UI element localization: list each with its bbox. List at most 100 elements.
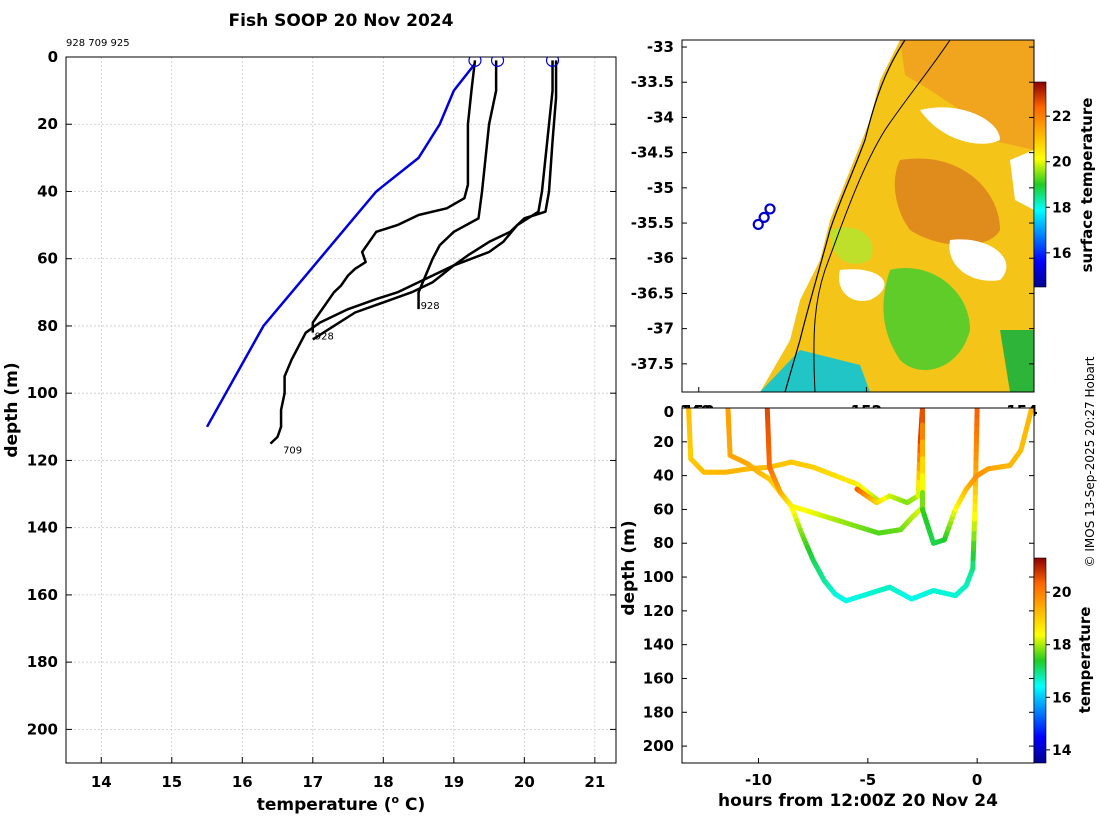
depth-time-plot: 20 40 60 80 100 120 140 160 180 200 0 -10 -5 0 hours … [619, 403, 1094, 811]
cloud-gap-edge [1010, 150, 1034, 210]
surface-marker [545, 57, 560, 67]
surface-marker [490, 57, 505, 67]
xbt-station-marker [764, 203, 776, 215]
x-tick-label: 20 [514, 773, 535, 791]
map-y-tick-label: -33 [647, 38, 674, 56]
climatology-line [205, 62, 476, 428]
dt-y-tick-label: 120 [643, 602, 674, 620]
profile-line-928-b [417, 60, 498, 310]
sst-front-band [830, 227, 873, 264]
cloud-gap-north [920, 107, 1000, 144]
y-tick-label: 100 [27, 384, 58, 402]
profile-series [205, 57, 560, 445]
profile-line-925 [312, 60, 558, 341]
map-y-tick-label: -37 [647, 320, 674, 338]
depth-time-y-label: depth (m) [619, 520, 639, 615]
y-tick-label: 80 [37, 317, 58, 335]
map-colorbar-tick-label: 18 [1052, 200, 1071, 216]
depth-time-colorbar-label: temperature [1076, 607, 1094, 714]
y-tick-label: 200 [27, 720, 58, 738]
y-tick-label: 180 [27, 653, 58, 671]
profile-ids-label: 928 709 925 [66, 38, 130, 49]
surface-marker [468, 57, 482, 67]
x-axis-label: temperature (o C) [257, 793, 426, 815]
profile-plot: 14 15 16 17 18 19 20 21 0 20 40 60 80 100 120 140 160 180… [2, 48, 617, 815]
map-y-tick-label: -34 [647, 108, 674, 126]
xbt-station-marker [752, 218, 764, 231]
profile-tick-labels: 14 15 16 17 18 19 20 21 0 20 40 60 80 100 120 140 160 180… [27, 48, 616, 791]
dt-y-tick-label: 160 [643, 669, 674, 687]
dt-x-tick-label: 0 [972, 771, 982, 789]
dt-colorbar-tick-label: 16 [1052, 690, 1071, 706]
copyright-note: © IMOS 13-Sep-2025 20:27 Hobart [1083, 356, 1097, 567]
dt-trace-segment [1027, 408, 1034, 418]
map-y-tick-label: -33.5 [631, 73, 674, 91]
depth-time-background [682, 408, 1034, 763]
map-y-tick-label: -37.5 [631, 355, 674, 373]
sst-hot-region-north [900, 40, 1034, 150]
y-tick-label: 20 [37, 115, 58, 133]
dt-y-tick-label: 100 [643, 568, 674, 586]
coastline [784, 40, 906, 392]
y-tick-label: 120 [27, 451, 58, 469]
dt-trace-drop-c [764, 408, 980, 604]
profile-annotation: 709 [283, 446, 302, 457]
cloud-gap-mid [839, 269, 885, 301]
x-tick-label: 17 [302, 773, 323, 791]
map-colorbar-tick-label: 16 [1052, 246, 1071, 262]
x-axis-label-text: temperature ( [257, 795, 392, 815]
y-axis-label: depth (m) [2, 362, 22, 457]
map-tick-labels: -33 -33.5 -34 -34.5 -35 -35.5 -36 -36.5 -37 -37.5… [631, 38, 1038, 420]
map-colorbar-tick-label: 22 [1052, 109, 1071, 125]
dt-y-tick-label: 180 [643, 703, 674, 721]
dt-colorbar-tick-label: 20 [1052, 585, 1072, 601]
profile-gridlines [66, 56, 616, 763]
profile-plot-frame [65, 56, 617, 764]
dt-colorbar-tick-label: 18 [1052, 638, 1071, 654]
map-colorbar [1033, 81, 1047, 288]
y-tick-label: 60 [37, 250, 58, 268]
map-field [682, 40, 1034, 392]
profile-annotations: 928 928 709 [283, 301, 440, 457]
sst-cool-eddy [883, 268, 970, 370]
y-tick-label: 40 [37, 182, 58, 200]
map-colorbar-ticks: 16 18 20 22 [1046, 109, 1072, 262]
dt-y-tick-label-zero: 0 [664, 403, 674, 421]
x-tick-label: 16 [232, 773, 253, 791]
depth-time-colorbar [1033, 557, 1047, 764]
dt-x-tick-label: -5 [860, 771, 877, 789]
sst-eddy-core [894, 158, 1000, 245]
x-tick-label: 14 [91, 773, 112, 791]
map-y-tick-label: -34.5 [631, 144, 674, 162]
map-colorbar-tick-label: 20 [1052, 155, 1072, 171]
x-tick-label: 15 [161, 773, 182, 791]
y-tick-label: 160 [27, 586, 58, 604]
cloud-gap-east [949, 239, 1007, 281]
sst-south-green [1000, 330, 1034, 392]
x-tick-label: 18 [373, 773, 394, 791]
depth-time-colorbar-ticks: 14 16 18 20 [1046, 585, 1072, 759]
depth-time-tick-labels: 20 40 60 80 100 120 140 160 180 200 0 -10 -5 0 [643, 403, 1034, 789]
xbt-station-marker [758, 211, 770, 224]
map-y-tick-label: -35 [647, 179, 674, 197]
map-stations [752, 203, 776, 231]
y-tick-label: 140 [27, 519, 58, 537]
y-tick-label: 0 [48, 48, 58, 66]
profile-annotation: 928 [315, 331, 334, 342]
x-tick-label: 19 [443, 773, 464, 791]
profile-line-928 [311, 60, 477, 333]
profile-annotation: 928 [421, 301, 440, 312]
dt-y-tick-label: 80 [653, 534, 674, 552]
map-y-tick-label: -36.5 [631, 284, 674, 302]
dt-trace-upcast-a [686, 408, 882, 504]
dt-y-tick-label: 140 [643, 636, 674, 654]
dt-y-tick-label: 60 [653, 500, 674, 518]
dt-y-tick-label: 200 [643, 737, 674, 755]
x-axis-label-superscript: o [392, 793, 400, 806]
profile-line-709 [269, 60, 554, 445]
map-y-tick-label: -36 [647, 249, 674, 267]
dt-trace-drop-d [854, 408, 1034, 546]
map-colorbar-label: surface temperature [1078, 98, 1096, 273]
dt-y-tick-label: 20 [653, 433, 674, 451]
